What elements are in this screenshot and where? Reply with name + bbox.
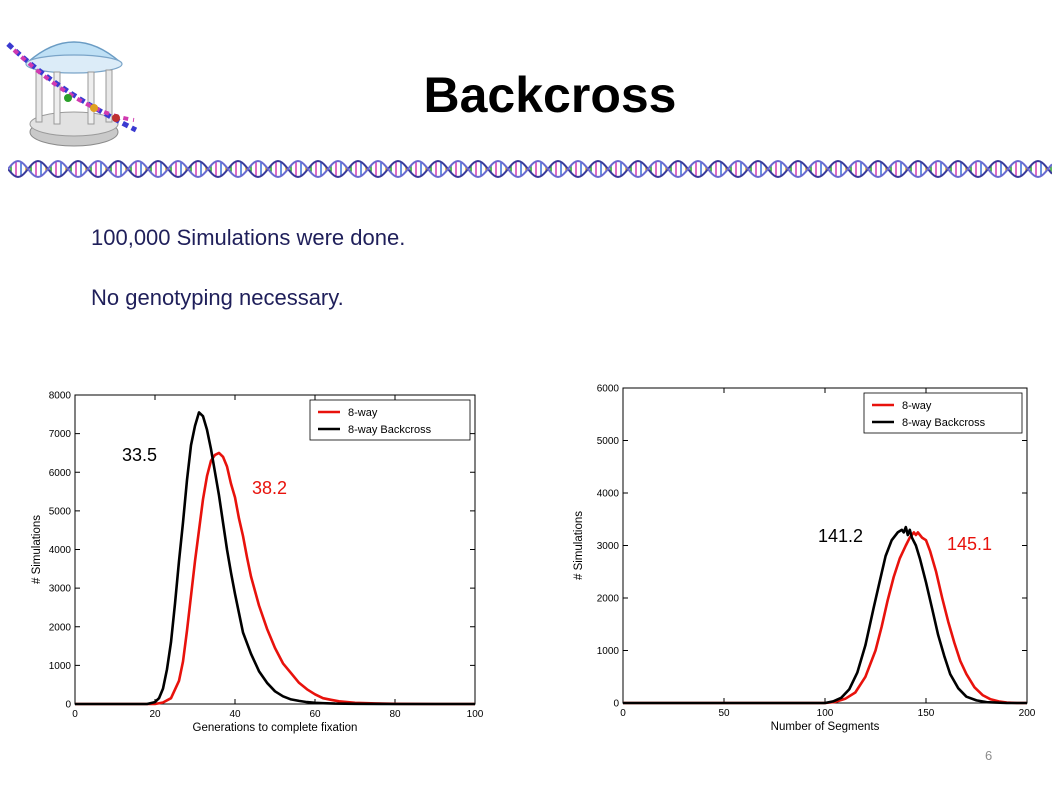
x-axis-label: Number of Segments bbox=[771, 721, 880, 733]
y-tick-label: 2000 bbox=[49, 622, 72, 633]
legend-label: 8-way Backcross bbox=[902, 417, 986, 429]
y-axis-label: # Simulations bbox=[573, 511, 585, 580]
dna-strand bbox=[8, 159, 1052, 179]
plot-frame bbox=[622, 387, 1028, 704]
legend-label: 8-way bbox=[902, 400, 932, 412]
peak-annotation: 141.2 bbox=[818, 526, 863, 546]
x-tick-label: 150 bbox=[918, 708, 935, 719]
chart-segments: 0 50 100 150 200 0 1000 2000 3000 4000 5000 6000 Num… bbox=[572, 380, 1042, 736]
series-line bbox=[623, 525, 1027, 705]
x-tick-label: 50 bbox=[718, 708, 730, 719]
y-tick-label: 4000 bbox=[49, 545, 72, 556]
series-line bbox=[623, 531, 1027, 705]
x-tick-label: 80 bbox=[389, 709, 401, 720]
legend-label: 8-way Backcross bbox=[348, 424, 432, 436]
x-tick-label: 100 bbox=[467, 709, 484, 720]
y-tick-label: 3000 bbox=[49, 584, 72, 595]
x-tick-label: 0 bbox=[72, 709, 78, 720]
x-tick-label: 40 bbox=[229, 709, 241, 720]
old-well-dna-logo-icon bbox=[6, 41, 138, 147]
legend-box bbox=[863, 392, 1023, 434]
y-tick-label: 5000 bbox=[49, 506, 72, 517]
peak-annotation: 33.5 bbox=[122, 445, 157, 465]
peak-annotation: 145.1 bbox=[947, 534, 992, 554]
x-tick-label: 100 bbox=[817, 708, 834, 719]
y-tick-label: 3000 bbox=[597, 541, 620, 552]
bullet-simulations: 100,000 Simulations were done. bbox=[91, 225, 406, 250]
series-line bbox=[75, 411, 475, 706]
y-tick-label: 8000 bbox=[49, 391, 72, 402]
x-tick-label: 60 bbox=[309, 709, 321, 720]
plot-frame bbox=[74, 394, 476, 705]
x-axis-label: Generations to complete fixation bbox=[193, 722, 358, 734]
peak-annotation: 38.2 bbox=[252, 478, 287, 498]
dna-strand bbox=[8, 159, 1052, 179]
y-tick-label: 1000 bbox=[597, 646, 620, 657]
dna-helix-divider-icon bbox=[8, 159, 1052, 179]
legend-label: 8-way bbox=[348, 407, 378, 419]
y-tick-label: 6000 bbox=[597, 384, 620, 395]
x-tick-label: 0 bbox=[620, 708, 626, 719]
y-tick-label: 6000 bbox=[49, 468, 72, 479]
x-tick-label: 20 bbox=[149, 709, 161, 720]
y-tick-label: 0 bbox=[613, 699, 619, 710]
y-tick-label: 0 bbox=[65, 700, 71, 711]
y-tick-label: 1000 bbox=[49, 661, 72, 672]
legend-box bbox=[309, 399, 471, 441]
slide-title: Backcross bbox=[423, 67, 677, 123]
y-tick-label: 5000 bbox=[597, 436, 620, 447]
bullet-genotyping: No genotyping necessary. bbox=[91, 285, 344, 310]
page-number: 6 bbox=[985, 748, 993, 763]
series-line bbox=[75, 451, 475, 706]
x-tick-label: 200 bbox=[1019, 708, 1036, 719]
y-tick-label: 4000 bbox=[597, 489, 620, 500]
y-axis-label: # Simulations bbox=[31, 515, 43, 584]
y-tick-label: 7000 bbox=[49, 429, 72, 440]
chart-generations: 0 20 40 60 80 100 0 1000 2000 3000 4000 5000 6000 700… bbox=[30, 385, 490, 735]
y-tick-label: 2000 bbox=[597, 594, 620, 605]
